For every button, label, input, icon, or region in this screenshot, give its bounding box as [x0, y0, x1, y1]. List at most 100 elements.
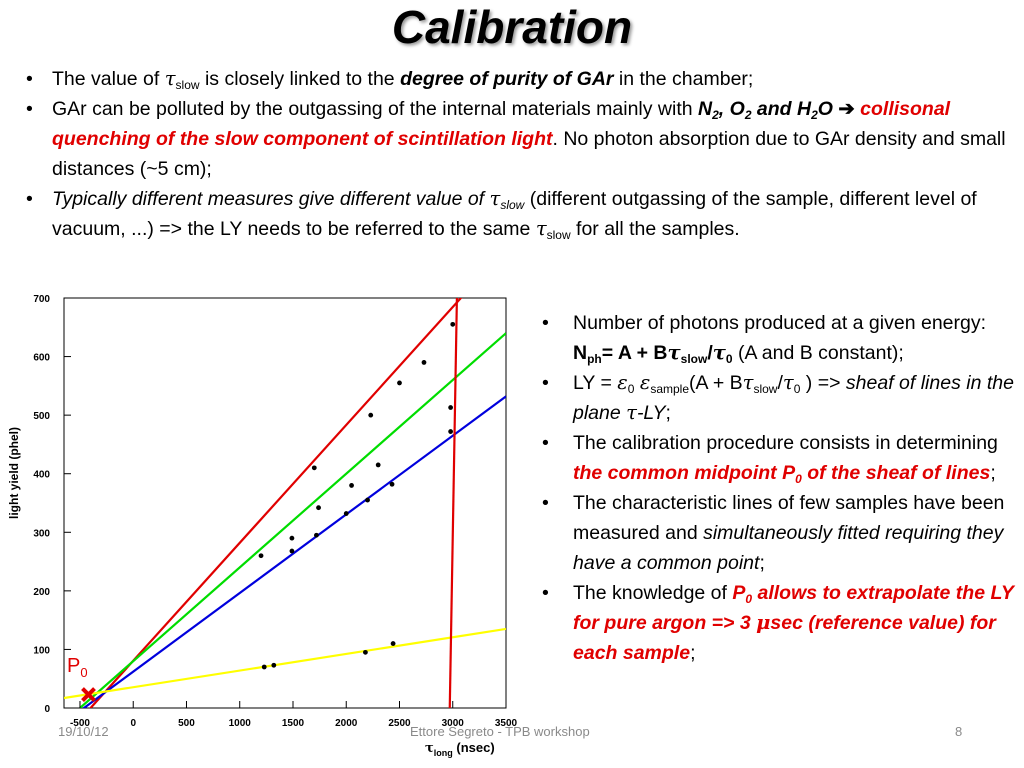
data-point: [397, 380, 402, 386]
x-tick-label: 1000: [229, 718, 252, 729]
data-point: [368, 412, 374, 418]
bullet-dot-icon: •: [26, 98, 33, 120]
data-point: [448, 429, 454, 434]
x-tick-label: 500: [178, 718, 195, 729]
text-run: τ: [667, 341, 681, 364]
text-run: ;: [759, 552, 765, 574]
y-tick-label: 400: [33, 470, 50, 481]
text-run: the common midpoint P: [573, 462, 796, 484]
text-run: P: [732, 582, 746, 604]
text-run: sec (reference value) for each sample: [573, 612, 996, 664]
text-run: ph: [587, 352, 602, 366]
text-run: (different outgassing of the sample, dif…: [52, 188, 977, 240]
text-run: ε: [639, 371, 651, 394]
text-run: τ: [626, 401, 637, 424]
text-run: τ: [164, 67, 176, 90]
bullet-text: GAr can be polluted by the outgassing of…: [52, 98, 1006, 180]
text-run: . No photon absorption due to GAr densit…: [52, 128, 1006, 180]
x-tick-label: 2500: [388, 718, 411, 729]
data-point: [375, 462, 381, 468]
bullet-text: The value of τslow is closely linked to …: [52, 67, 754, 91]
text-run: ;: [990, 462, 996, 484]
data-point: [365, 497, 370, 503]
text-run: 2: [744, 108, 752, 122]
data-point: [271, 662, 277, 668]
text-run: The calibration procedure consists in de…: [573, 432, 998, 454]
text-run: /: [777, 372, 783, 394]
text-run: Number of photons produced at a given en…: [573, 312, 987, 334]
bullet-text: The knowledge of P0 allows to extrapolat…: [573, 582, 1014, 664]
text-run: for all the samples.: [570, 218, 740, 240]
y-tick-label: 300: [33, 528, 50, 539]
fit-line: [64, 627, 506, 700]
bullet-item: • The value of τslow is closely linked t…: [22, 64, 1012, 94]
x-tick-label: 1500: [282, 718, 305, 729]
bullet-dot-icon: •: [542, 372, 549, 394]
text-run: slow: [546, 228, 571, 242]
y-tick-label: 0: [44, 704, 50, 715]
text-run: 2: [811, 108, 818, 122]
text-run: ) =>: [800, 372, 846, 394]
text-run: sample: [650, 382, 690, 396]
text-run: τ: [535, 217, 547, 240]
top-bullet-list: • The value of τslow is closely linked t…: [22, 64, 1012, 244]
bullet-dot-icon: •: [542, 432, 549, 454]
text-run: degree of purity of GAr: [400, 68, 614, 90]
bullet-dot-icon: •: [542, 492, 549, 514]
text-run: 0: [627, 382, 635, 396]
plot-frame: [63, 297, 507, 709]
right-bullet-list: • Number of photons produced at a given …: [540, 308, 1020, 668]
data-point: [448, 405, 454, 410]
data-point: [390, 641, 396, 646]
data-point: [314, 532, 319, 538]
x-tick-label: 0: [130, 718, 136, 729]
text-run: sheaf of lines in the plane: [573, 372, 1014, 424]
text-run: allows to extrapolate the LY for pure ar…: [573, 582, 1014, 634]
text-run: slow: [500, 198, 525, 212]
bullet-item: • Typically different measures give diff…: [22, 184, 1012, 244]
text-run: τ: [742, 371, 754, 394]
bullet-text: Typically different measures give differ…: [52, 187, 977, 242]
text-run: LY =: [573, 372, 618, 394]
text-run: 0: [725, 352, 733, 366]
text-run: is closely linked to the: [199, 68, 401, 90]
text-run: 0: [795, 472, 802, 486]
text-run: ➔: [832, 98, 861, 120]
y-tick-label: 700: [33, 294, 50, 305]
y-tick-label: 100: [33, 645, 50, 656]
data-point: [343, 511, 349, 516]
text-run: τ: [782, 371, 794, 394]
footer-date: 19/10/12: [58, 724, 109, 739]
text-run: 0: [745, 592, 753, 606]
footer-center: Ettore Segreto - TPB workshop: [410, 724, 590, 739]
text-run: The value of: [52, 68, 165, 90]
p0-cross-icon: [81, 687, 96, 702]
text-run: ;: [690, 642, 696, 664]
bullet-dot-icon: •: [542, 582, 549, 604]
text-run: The characteristic lines of few samples …: [573, 492, 1005, 544]
text-run: slow: [680, 352, 708, 366]
x-axis-label: τlong (nsec): [425, 740, 495, 758]
plot-area: [64, 298, 506, 708]
bullet-dot-icon: •: [26, 68, 33, 90]
text-run: Typically different measures give differ…: [52, 188, 490, 210]
x-axis-symbol: τ: [425, 741, 434, 756]
text-run: O: [817, 98, 833, 120]
bullet-text: Number of photons produced at a given en…: [573, 312, 987, 366]
bullet-item: • The calibration procedure consists in …: [540, 428, 1020, 488]
text-run: 0: [793, 382, 801, 396]
bullet-item: • The characteristic lines of few sample…: [540, 488, 1020, 578]
fit-line: [89, 298, 463, 708]
y-axis-label: light yield (phel): [7, 427, 21, 519]
bullet-text: The characteristic lines of few samples …: [573, 492, 1004, 574]
data-point: [311, 465, 317, 471]
text-run: simultaneously fitted requiring they hav…: [573, 522, 1004, 574]
text-run: in the chamber;: [613, 68, 754, 90]
x-tick-label: 2000: [335, 718, 358, 729]
data-point: [389, 481, 395, 487]
text-run: τ: [489, 187, 501, 210]
text-run: of the sheaf of lines: [801, 462, 991, 484]
p0-letter: P: [67, 655, 80, 677]
data-point: [258, 553, 264, 559]
text-run: (A and B constant);: [732, 342, 904, 364]
